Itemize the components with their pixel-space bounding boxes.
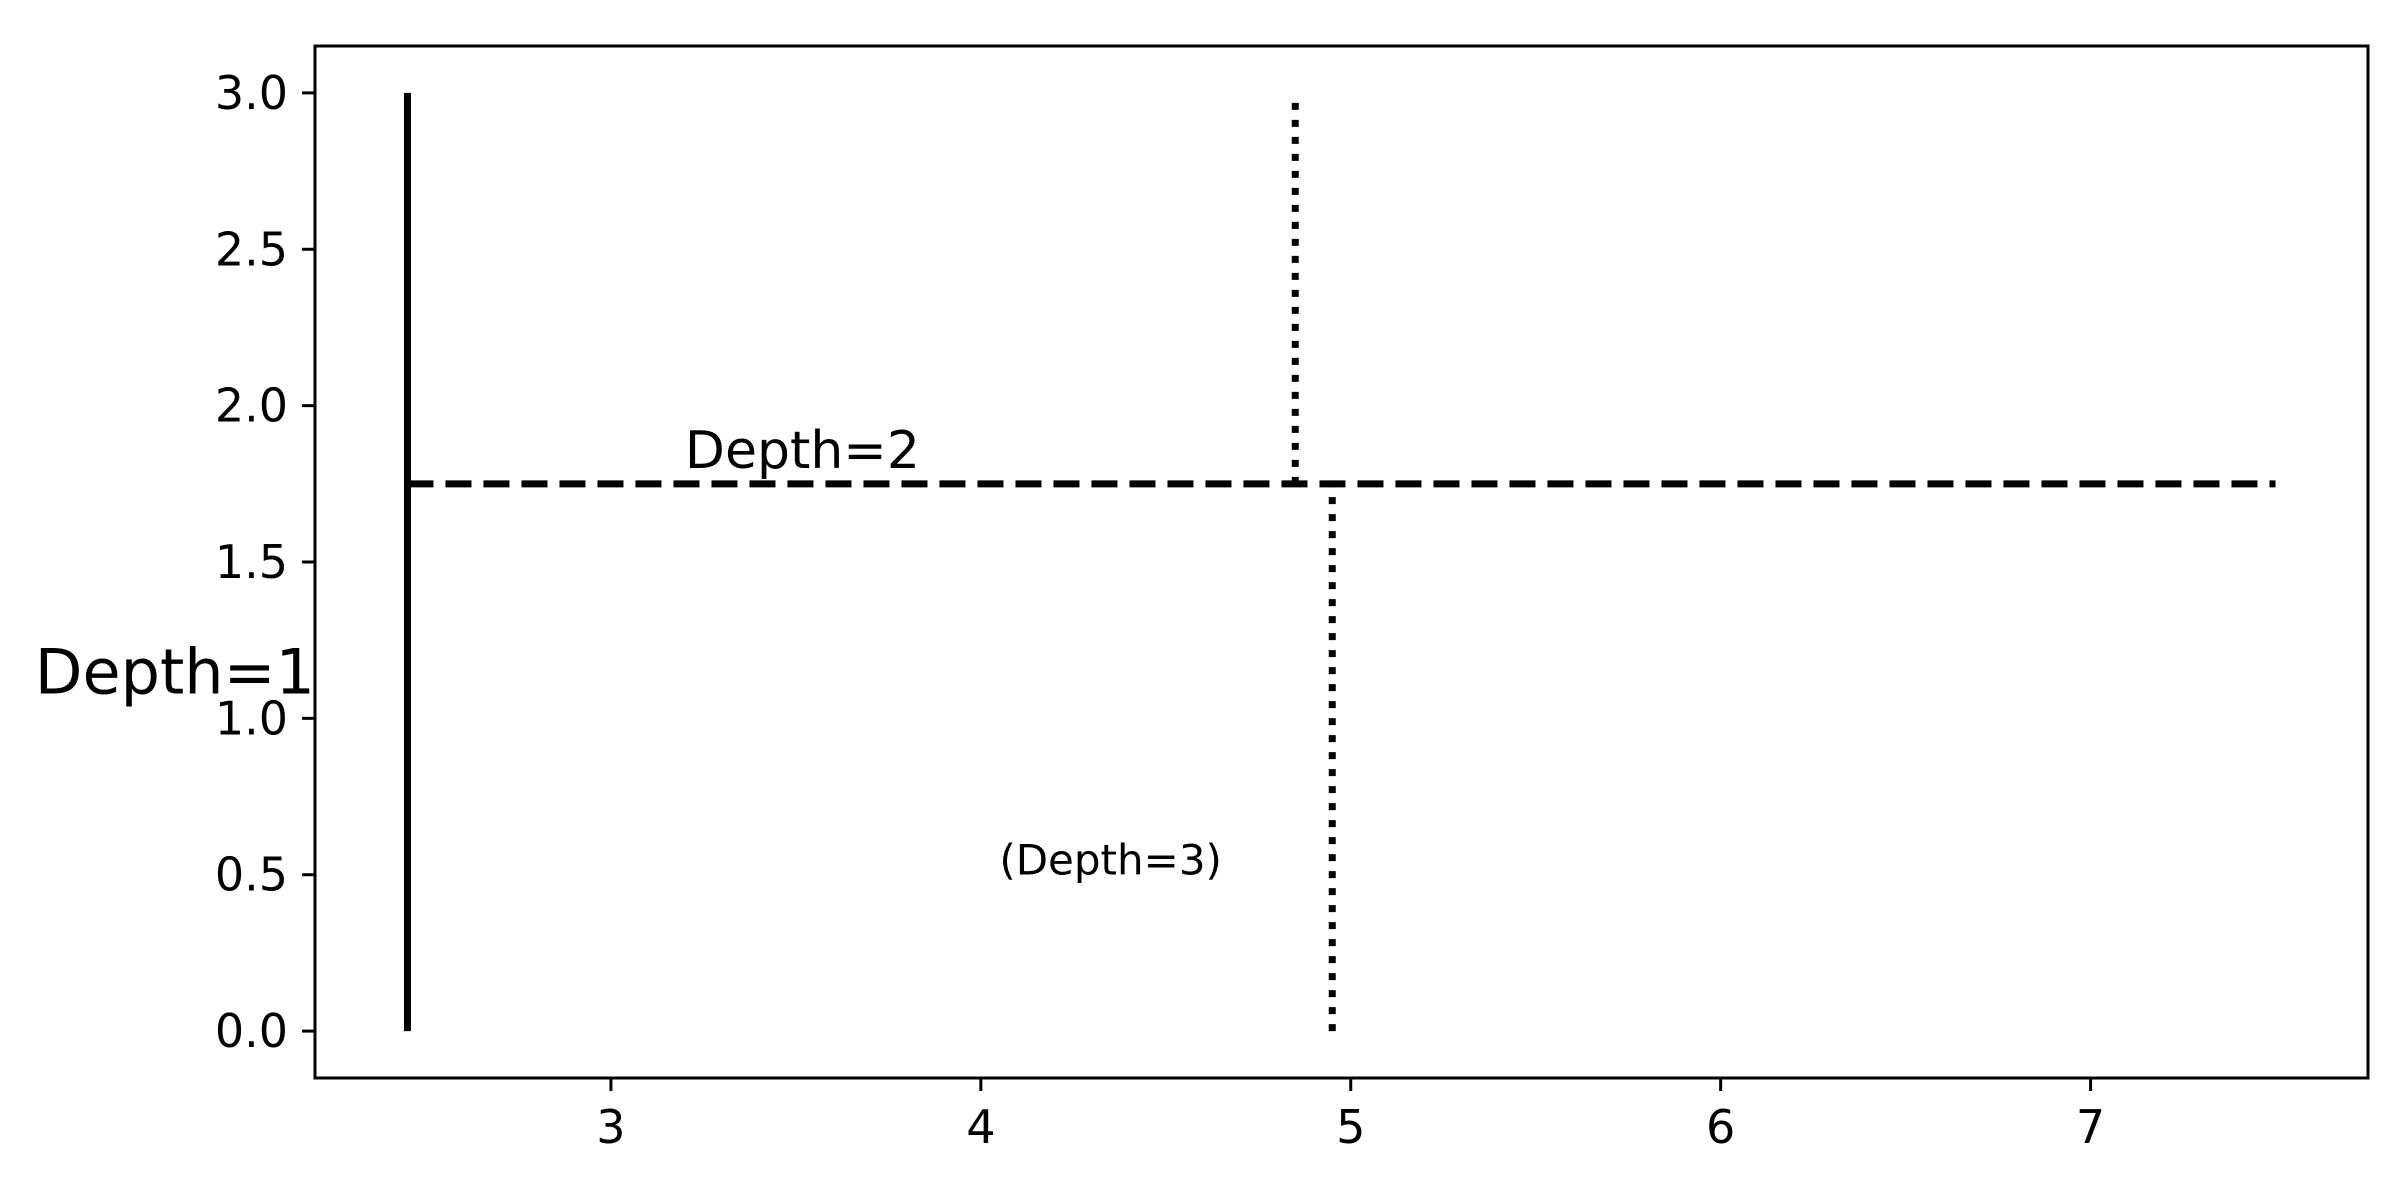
y-tick-label: 2.0 xyxy=(215,379,288,433)
y-tick-label: 0.0 xyxy=(215,1004,288,1058)
plot-frame xyxy=(313,44,2370,1080)
annotation-label: Depth=2 xyxy=(685,421,920,481)
y-tick-label: 2.5 xyxy=(215,222,288,276)
x-tick-label: 7 xyxy=(2076,1100,2105,1154)
annotation-label: Depth=1 xyxy=(35,635,315,708)
x-tick-label: 3 xyxy=(596,1100,625,1154)
x-tick-label: 4 xyxy=(966,1100,995,1154)
y-tick-label: 1.0 xyxy=(215,691,288,745)
annotation-label: (Depth=3) xyxy=(999,836,1222,885)
y-tick-label: 1.5 xyxy=(215,535,288,589)
ticks-layer: 3 4 5 6 7 0.0 0.5 1.0 1.5 2.0 2.5 3.0 xyxy=(215,66,2105,1154)
y-tick-label: 3.0 xyxy=(215,66,288,120)
annotation-layer: Depth=1 Depth=2 (Depth=3) xyxy=(35,421,1222,885)
x-tick-label: 5 xyxy=(1336,1100,1365,1154)
y-tick-label: 0.5 xyxy=(215,848,288,902)
series-layer xyxy=(403,92,2276,1032)
x-tick-label: 6 xyxy=(1706,1100,1735,1154)
